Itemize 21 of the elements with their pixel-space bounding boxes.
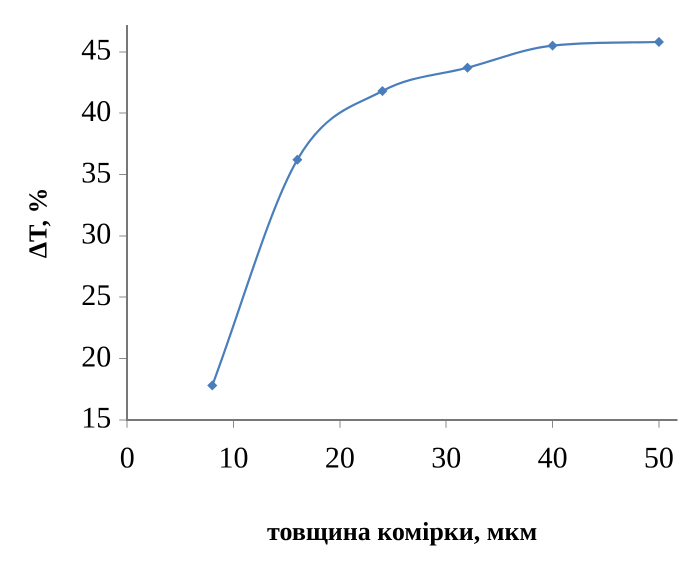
y-tick-label: 45 — [81, 34, 112, 67]
x-axis-title: товщина комірки, мкм — [267, 517, 538, 546]
point — [548, 41, 558, 50]
x-tick-label: 30 — [431, 442, 462, 475]
point — [378, 86, 388, 96]
y-tick-label: 15 — [81, 402, 112, 435]
point — [654, 37, 664, 47]
y-tick-label: 20 — [81, 340, 112, 374]
point — [292, 155, 302, 164]
y-tick-label: 35 — [81, 156, 112, 190]
x-tick-label: 10 — [218, 442, 249, 475]
x-tick-label: 20 — [324, 442, 355, 475]
x-tick-label: 40 — [538, 442, 568, 475]
y-axis-title: ΔT, % — [23, 188, 52, 258]
y-tick-label: 25 — [81, 278, 112, 312]
x-tick-label: 0 — [120, 442, 135, 475]
x-tick-label: 50 — [644, 442, 674, 475]
point — [208, 380, 217, 390]
y-tick-label: 30 — [81, 218, 112, 251]
point — [462, 63, 472, 72]
y-tick-label: 40 — [81, 94, 112, 128]
